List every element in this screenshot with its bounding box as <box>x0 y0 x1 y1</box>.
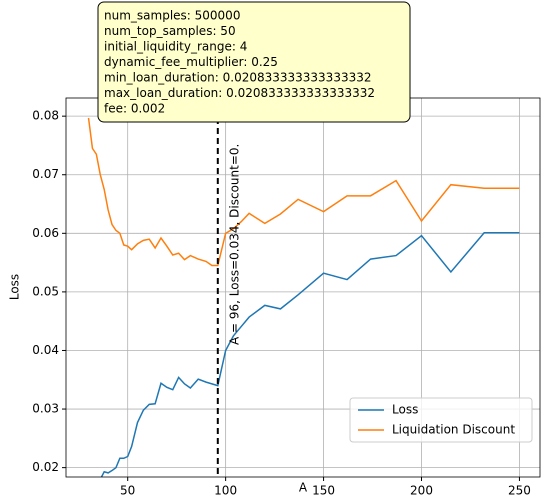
vline-label: A = 96, Loss=0.034, Discount=0. <box>227 144 241 345</box>
y-tick-label: 0.03 <box>32 402 59 416</box>
y-tick-label: 0.06 <box>32 226 59 240</box>
y-tick-label: 0.02 <box>32 460 59 474</box>
series-line <box>100 231 520 477</box>
info-line: max_loan_duration: 0.020833333333333332 <box>104 86 375 100</box>
plot-area: A = 96, Loss=0.034, Discount=0. <box>87 98 520 477</box>
y-tick-label: 0.05 <box>32 284 59 298</box>
x-tick-label: 200 <box>410 484 433 498</box>
y-tick-label: 0.08 <box>32 109 59 123</box>
x-tick-label: 50 <box>120 484 135 498</box>
x-tick-label: 100 <box>214 484 237 498</box>
series-line <box>87 117 520 267</box>
info-box <box>97 1 411 123</box>
info-line: initial_liquidity_range: 4 <box>104 40 247 54</box>
y-axis-label: Loss <box>8 274 22 300</box>
legend-label: Loss <box>392 403 418 417</box>
info-line: min_loan_duration: 0.020833333333333332 <box>104 71 372 85</box>
info-line: fee: 0.002 <box>104 102 165 116</box>
x-tick-label: 250 <box>508 484 531 498</box>
x-tick-label: 150 <box>312 484 335 498</box>
y-tick-label: 0.04 <box>32 343 59 357</box>
y-tick-label: 0.07 <box>32 167 59 181</box>
x-axis-label: A <box>299 481 308 495</box>
info-line: dynamic_fee_multiplier: 0.25 <box>104 55 278 69</box>
info-line: num_samples: 500000 <box>104 9 240 23</box>
legend-box <box>349 397 533 443</box>
info-line: num_top_samples: 50 <box>104 24 236 38</box>
legend-label: Liquidation Discount <box>392 423 515 437</box>
